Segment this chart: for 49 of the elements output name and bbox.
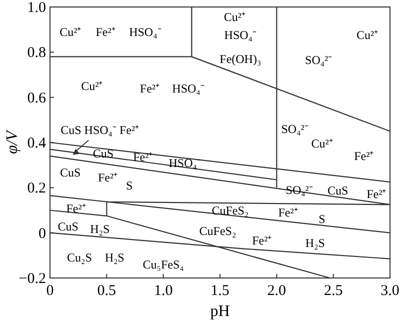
- annotation: Cu²⁺: [81, 79, 103, 94]
- annotation: CuS: [58, 220, 78, 234]
- annotation: H₂S: [305, 236, 325, 250]
- annotation: CuS: [328, 184, 348, 198]
- annotation: Fe²⁺: [98, 170, 118, 185]
- annotation: HSO₄⁻: [168, 156, 201, 170]
- annotation: HSO₄⁻: [129, 24, 162, 39]
- annotation: Cu₅FeS₄: [142, 257, 184, 272]
- annotation: S: [318, 212, 326, 226]
- annotation: Cu₂S: [67, 250, 92, 265]
- annotation: Fe²⁺: [354, 149, 374, 164]
- y-tick-label: 0.6: [27, 90, 46, 106]
- annotation: Fe²⁺: [278, 206, 298, 220]
- y-axis-title: φ/V: [4, 128, 21, 154]
- annotation: SO₄²⁻: [305, 53, 332, 68]
- y-tick-label: 0.8: [27, 45, 46, 62]
- annotation: Cu²⁺: [311, 136, 333, 151]
- annotation: HSO₄⁻: [224, 28, 256, 42]
- annotation: Cu²⁺: [356, 28, 378, 42]
- annotation: HSO₄⁻: [172, 81, 204, 96]
- y-tick-label: −0.2: [18, 271, 46, 287]
- annotation: S: [126, 178, 133, 192]
- annotation: H₂S: [104, 250, 124, 265]
- x-tick-label: 0.5: [97, 283, 116, 299]
- annotation: CuS: [60, 166, 81, 180]
- annotation: Fe²⁺: [66, 202, 86, 216]
- annotation: CuFeS₂: [199, 224, 236, 238]
- annotation: CuS HSO₄⁻ Fe²⁺: [60, 123, 140, 138]
- x-axis-title: pH: [210, 303, 230, 320]
- x-tick-label: 2.0: [267, 283, 286, 299]
- x-tick-label: 1.5: [210, 283, 230, 299]
- annotation: Fe²⁺: [366, 186, 386, 201]
- y-tick-label: 1.0: [27, 0, 46, 16]
- y-tick-label: 0.4: [27, 136, 46, 152]
- annotation: Fe²⁺: [133, 150, 153, 164]
- annotation: Fe²⁺: [140, 81, 160, 96]
- annotation: CuFeS₂: [212, 204, 249, 218]
- annotation: Cu²⁺: [224, 10, 246, 24]
- annotation: SO₄²⁻: [281, 122, 308, 136]
- x-tick-label: 1.0: [154, 283, 173, 299]
- annotation: H₂S: [90, 222, 110, 236]
- y-tick-label: 0: [38, 226, 46, 242]
- annotation: Cu²⁺: [60, 24, 82, 39]
- annotation: Fe(OH)₃: [220, 52, 262, 66]
- y-tick-label: 0.2: [27, 180, 46, 197]
- annotation: Fe²⁺: [96, 24, 116, 39]
- annotation: Fe²⁺: [252, 234, 272, 248]
- x-tick-label: 2.5: [324, 283, 343, 299]
- x-tick-label: 3.0: [380, 283, 400, 299]
